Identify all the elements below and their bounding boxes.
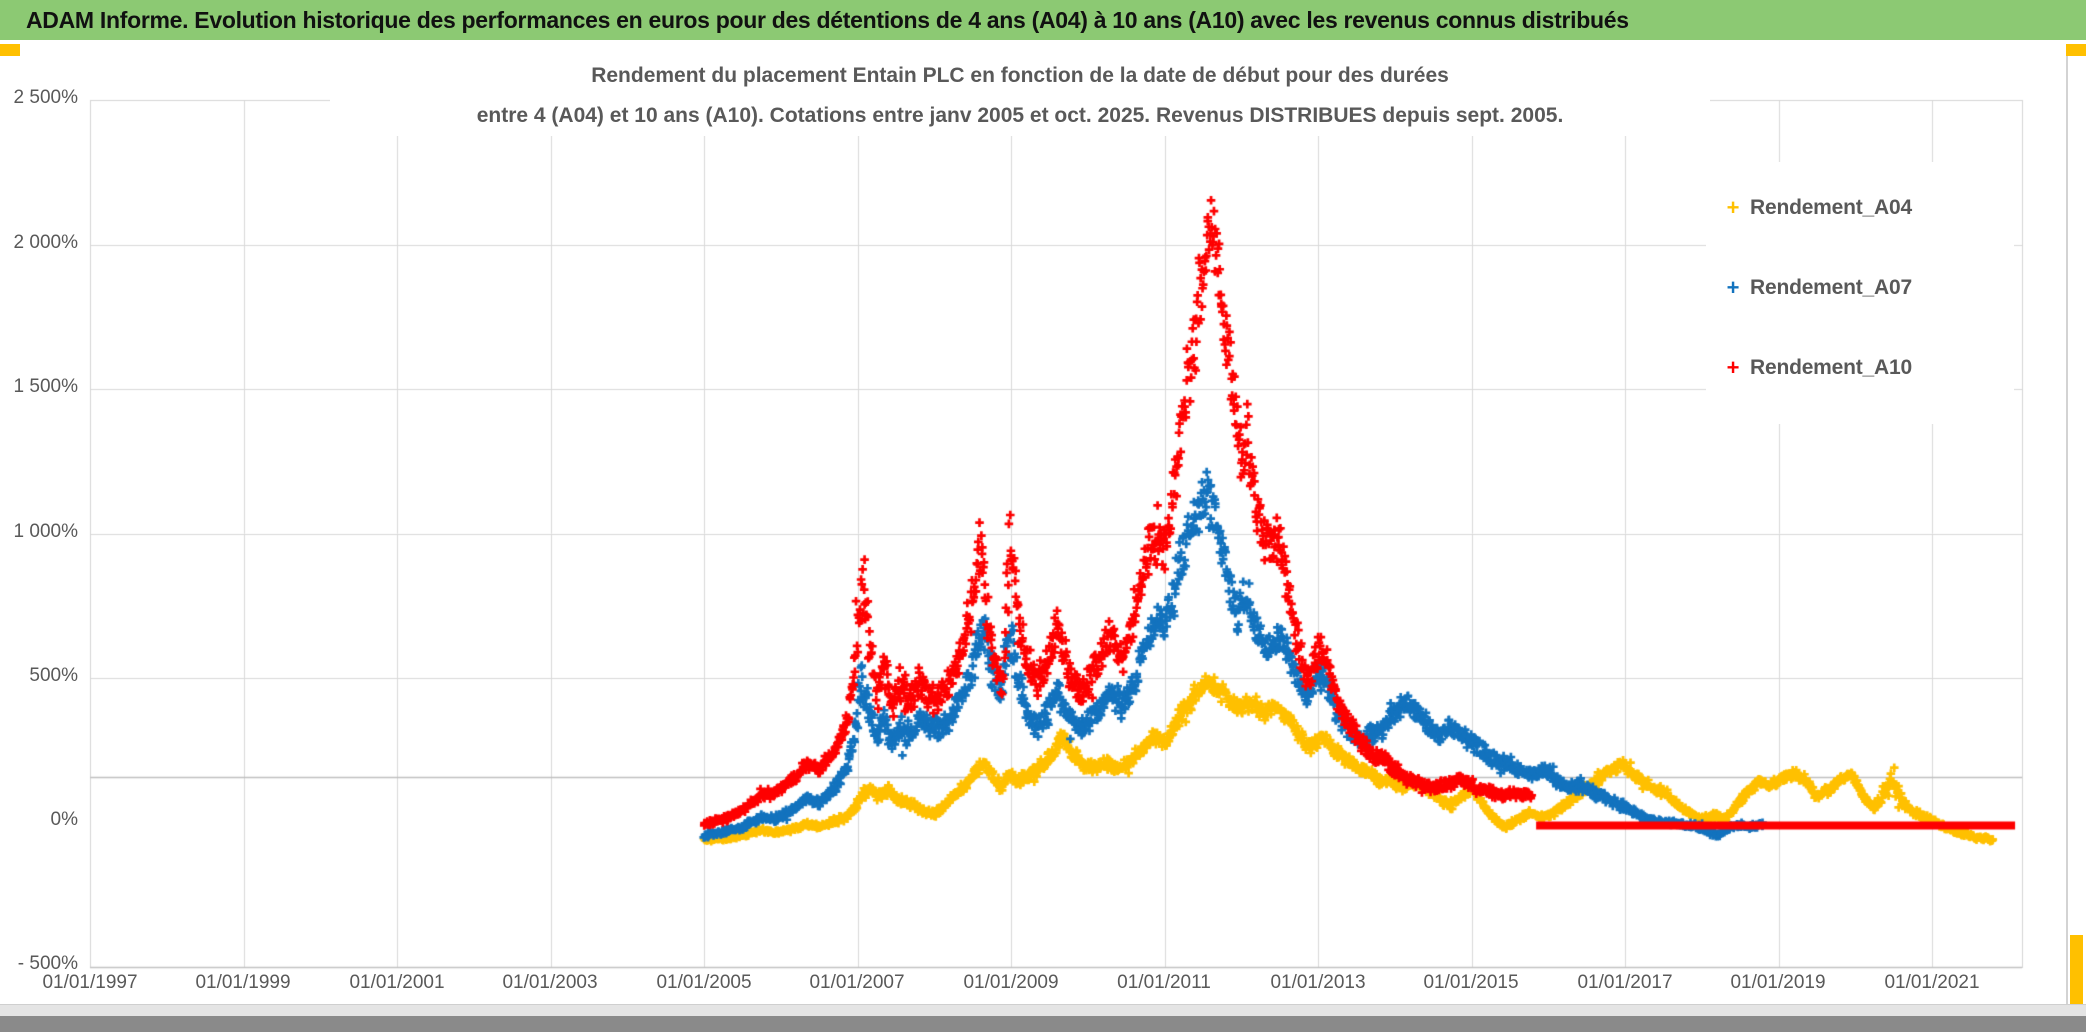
x-tick-2005: 01/01/2005 — [656, 972, 752, 993]
chart-title-line2: entre 4 (A04) et 10 ans (A10). Cotations… — [476, 104, 1564, 127]
plus-marker-icon: + — [1726, 275, 1740, 300]
legend-label: Rendement_A07 — [1750, 276, 1912, 299]
legend-item-a04: + Rendement_A04 — [1716, 188, 1913, 228]
y-tick-2000: 2 000% — [13, 232, 78, 253]
plus-marker-icon: + — [1726, 355, 1740, 380]
x-tick-2011: 01/01/2011 — [1117, 972, 1211, 993]
x-tick-2021: 01/01/2021 — [1884, 972, 1980, 993]
y-tick-2500: 2 500% — [13, 87, 78, 108]
legend-item-a10: + Rendement_A10 — [1716, 348, 1913, 388]
x-tick-1999: 01/01/1999 — [195, 972, 291, 993]
x-tick-2007: 01/01/2007 — [809, 972, 905, 993]
y-tick-neg500: - 500% — [17, 953, 78, 974]
x-tick-2003: 01/01/2003 — [502, 972, 598, 993]
horizontal-scrollbar[interactable] — [0, 1004, 2086, 1017]
chart-title: Rendement du placement Entain PLC en fon… — [330, 56, 1710, 136]
x-tick-2009: 01/01/2009 — [963, 972, 1059, 993]
x-tick-2017: 01/01/2017 — [1577, 972, 1673, 993]
y-tick-500: 500% — [29, 665, 78, 686]
y-tick-1000: 1 000% — [13, 521, 78, 542]
x-tick-2001: 01/01/2001 — [349, 972, 445, 993]
x-tick-2019: 01/01/2019 — [1730, 972, 1826, 993]
x-tick-2015: 01/01/2015 — [1423, 972, 1519, 993]
x-tick-1997: 01/01/1997 — [42, 972, 138, 993]
legend-label: Rendement_A04 — [1750, 196, 1912, 219]
chart-title-line1: Rendement du placement Entain PLC en fon… — [591, 64, 1449, 87]
y-tick-0: 0% — [50, 809, 78, 830]
window-bottom-strip — [0, 1016, 2086, 1032]
y-tick-1500: 1 500% — [13, 376, 78, 397]
chart-legend: + Rendement_A04 + Rendement_A07 + Rendem… — [1706, 162, 2014, 424]
plus-marker-icon: + — [1726, 195, 1740, 220]
x-tick-2013: 01/01/2013 — [1270, 972, 1366, 993]
legend-label: Rendement_A10 — [1750, 356, 1912, 379]
legend-item-a07: + Rendement_A07 — [1716, 268, 1913, 308]
